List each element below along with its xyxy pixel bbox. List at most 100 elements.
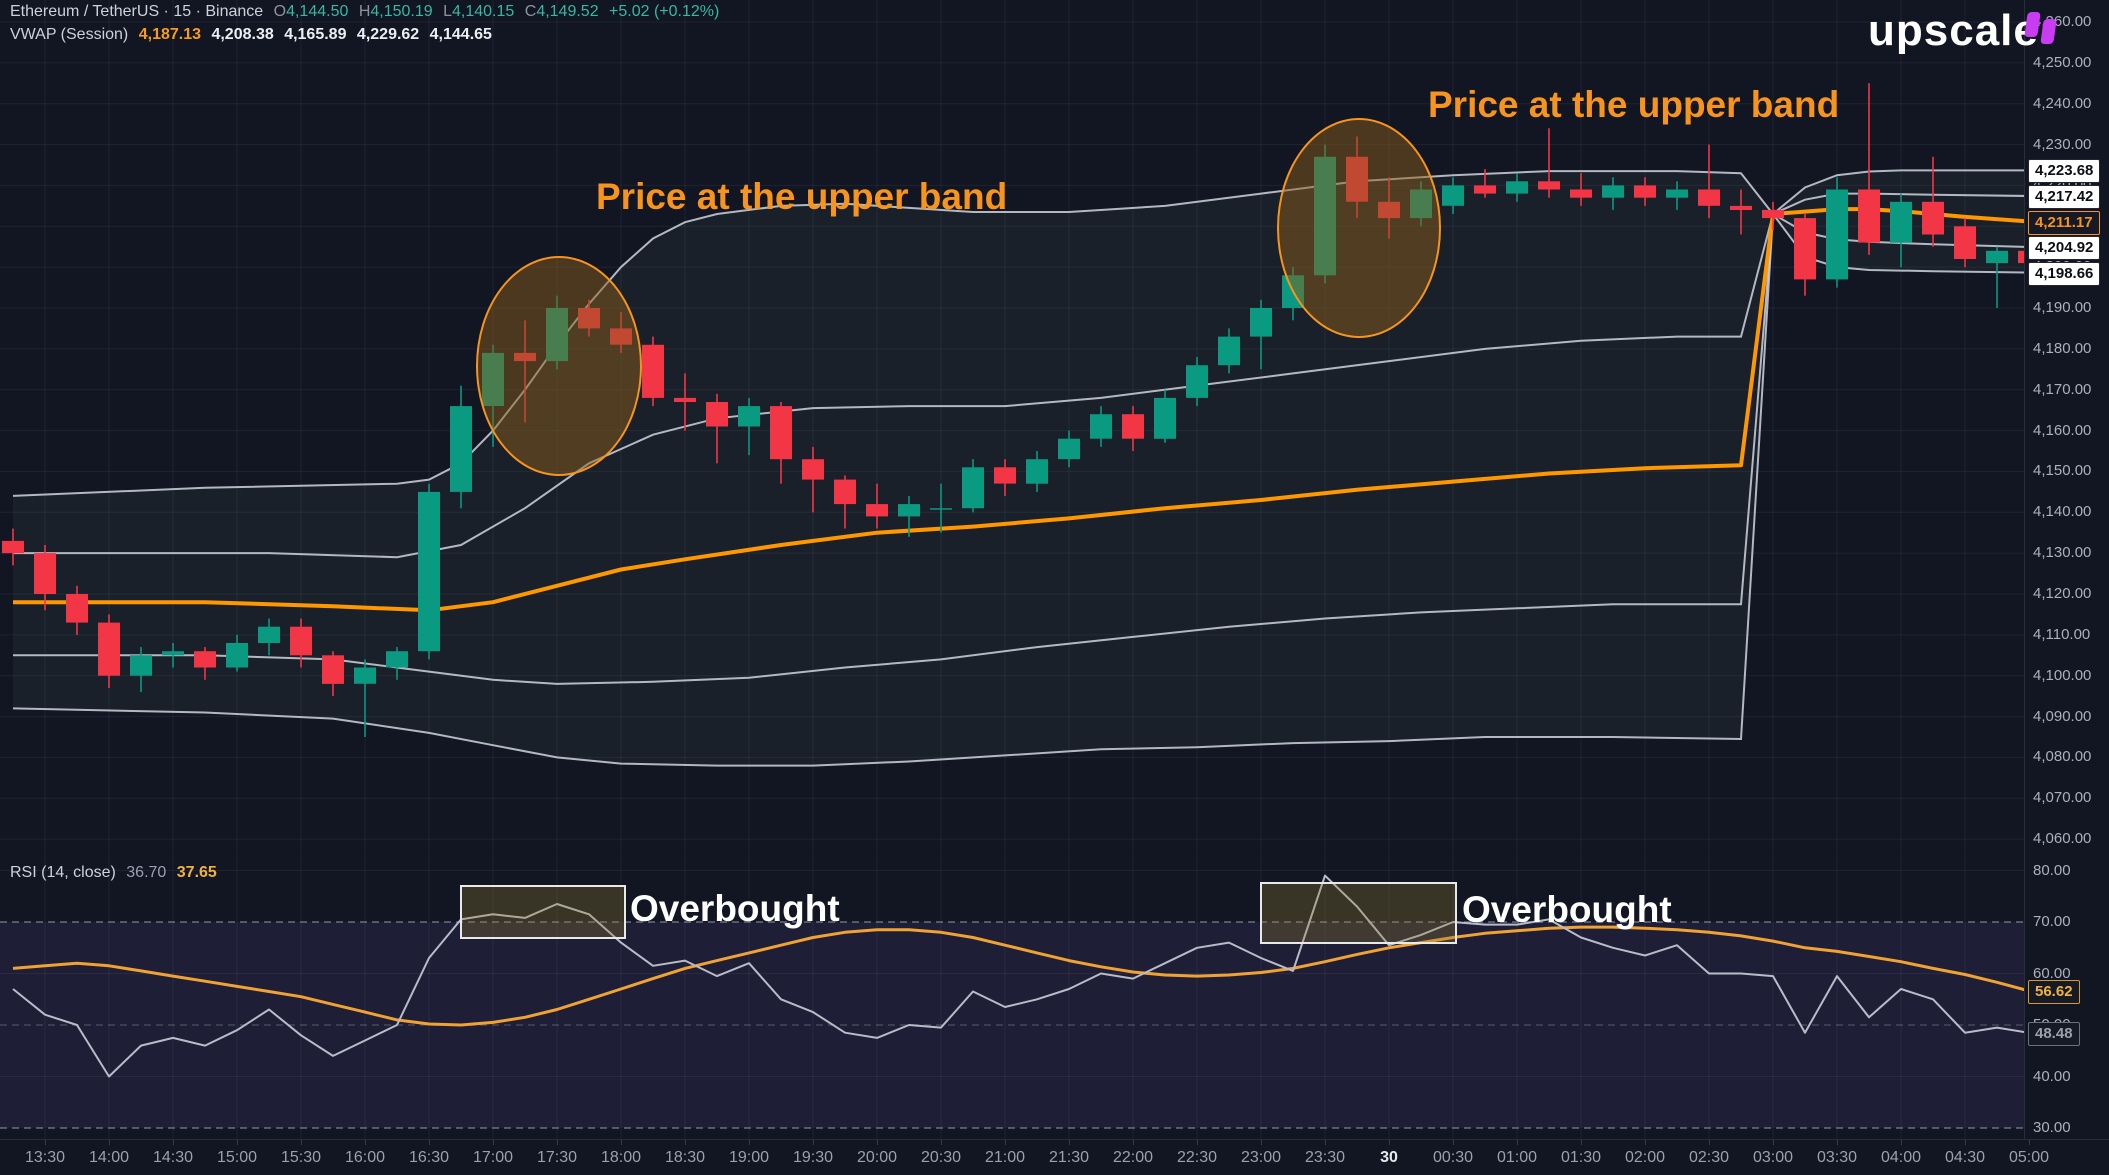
candle[interactable] bbox=[1634, 185, 1656, 198]
symbol-legend[interactable]: Ethereum / TetherUS · 15 · Binance O4,14… bbox=[10, 3, 725, 21]
rsi-axis-label: 30.00 bbox=[2033, 1119, 2071, 1136]
candle[interactable] bbox=[450, 406, 472, 492]
candle[interactable] bbox=[1058, 438, 1080, 460]
candle[interactable] bbox=[1602, 185, 1624, 198]
price-axis-label: 4,130.00 bbox=[2033, 544, 2092, 562]
candle[interactable] bbox=[1186, 365, 1208, 398]
overbought-highlight-box[interactable] bbox=[1260, 882, 1457, 944]
candle[interactable] bbox=[898, 504, 920, 517]
upper-band-highlight-circle[interactable] bbox=[476, 256, 642, 476]
open-label: O bbox=[273, 3, 287, 20]
candle[interactable] bbox=[1218, 336, 1240, 366]
candle[interactable] bbox=[258, 626, 280, 643]
candle[interactable] bbox=[1442, 185, 1464, 206]
upper-band-annotation-text[interactable]: Price at the upper band bbox=[596, 176, 1008, 217]
candle[interactable] bbox=[1122, 414, 1144, 439]
time-axis-label: 04:30 bbox=[1944, 1149, 1986, 1166]
candle[interactable] bbox=[386, 651, 408, 668]
candle[interactable] bbox=[2018, 250, 2024, 264]
close-label: C bbox=[524, 3, 537, 20]
candle[interactable] bbox=[34, 553, 56, 594]
overbought-annotation-text[interactable]: Overbought bbox=[1462, 889, 1672, 930]
candle[interactable] bbox=[1666, 189, 1688, 198]
time-tick bbox=[109, 1140, 110, 1145]
candle[interactable] bbox=[1090, 414, 1112, 439]
candle[interactable] bbox=[802, 459, 824, 480]
candle[interactable] bbox=[962, 467, 984, 509]
candle[interactable] bbox=[834, 479, 856, 505]
candle[interactable] bbox=[130, 655, 152, 676]
vwap-title: VWAP (Session) bbox=[10, 26, 129, 43]
time-tick bbox=[45, 1140, 46, 1145]
candle[interactable] bbox=[770, 406, 792, 460]
price-axis-label: 4,070.00 bbox=[2033, 789, 2092, 807]
candle[interactable] bbox=[322, 655, 344, 684]
price-axis[interactable]: 4,260.004,250.004,240.004,230.004,220.00… bbox=[2024, 0, 2109, 1139]
rsi-value: 36.70 bbox=[126, 864, 167, 881]
lower2-band-line bbox=[12, 213, 1774, 767]
candle[interactable] bbox=[1922, 201, 1944, 235]
time-axis-label: 16:00 bbox=[344, 1149, 386, 1166]
rsi-chart[interactable] bbox=[0, 853, 2024, 1139]
candle[interactable] bbox=[1794, 218, 1816, 280]
candle[interactable] bbox=[418, 491, 440, 652]
price-pane[interactable]: Price at the upper band Price at the uppe… bbox=[0, 0, 2024, 852]
lower1-band-line bbox=[13, 213, 1774, 685]
overbought-annotation-text[interactable]: Overbought bbox=[630, 888, 840, 929]
candle[interactable] bbox=[1762, 209, 1784, 219]
candle[interactable] bbox=[706, 402, 728, 427]
candle[interactable] bbox=[738, 406, 760, 427]
candle[interactable] bbox=[1026, 459, 1048, 484]
candle[interactable] bbox=[226, 643, 248, 668]
candle[interactable] bbox=[674, 397, 696, 402]
price-level-badge: 4,198.66 bbox=[2028, 261, 2101, 286]
candle[interactable] bbox=[866, 504, 888, 517]
candle[interactable] bbox=[1698, 189, 1720, 206]
time-axis-label: 03:00 bbox=[1752, 1149, 1794, 1166]
candle[interactable] bbox=[1954, 226, 1976, 259]
vwap-legend[interactable]: VWAP (Session) 4,187.13 4,208.38 4,165.8… bbox=[10, 26, 498, 44]
time-tick bbox=[1133, 1140, 1134, 1145]
upper-band-highlight-circle[interactable] bbox=[1277, 118, 1441, 338]
price-axis-label: 4,240.00 bbox=[2033, 94, 2092, 112]
candle[interactable] bbox=[290, 626, 312, 656]
candle[interactable] bbox=[354, 667, 376, 684]
rsi-level-badge: 48.48 bbox=[2028, 1021, 2080, 1046]
upper-band-annotation-text[interactable]: Price at the upper band bbox=[1428, 84, 1840, 125]
candle[interactable] bbox=[1154, 397, 1176, 439]
time-tick bbox=[1645, 1140, 1646, 1145]
candle[interactable] bbox=[66, 594, 88, 623]
candlestick-chart[interactable] bbox=[0, 0, 2024, 852]
candle[interactable] bbox=[1570, 189, 1592, 198]
time-axis-label: 18:30 bbox=[664, 1149, 706, 1166]
overbought-highlight-box[interactable] bbox=[460, 885, 626, 939]
rsi-pane[interactable]: Overbought Overbought bbox=[0, 853, 2024, 1139]
time-axis-label: 22:30 bbox=[1176, 1149, 1218, 1166]
candle[interactable] bbox=[1250, 308, 1272, 337]
time-axis[interactable]: 13:30 14:00 14:30 15:00 15:30 16:00 16:30 17:00… bbox=[0, 1139, 2109, 1175]
time-axis-label: 15:00 bbox=[216, 1149, 258, 1166]
low-label: L bbox=[443, 3, 453, 20]
symbol-title: Ethereum / TetherUS · 15 · Binance bbox=[10, 3, 264, 20]
candle[interactable] bbox=[1858, 189, 1880, 243]
candle[interactable] bbox=[1730, 205, 1752, 210]
time-tick bbox=[749, 1140, 750, 1145]
candle[interactable] bbox=[2, 540, 24, 554]
candle[interactable] bbox=[1986, 250, 2008, 264]
rsi-legend[interactable]: RSI (14, close) 36.70 37.65 bbox=[10, 864, 223, 882]
candle[interactable] bbox=[1474, 185, 1496, 194]
candle[interactable] bbox=[194, 651, 216, 668]
candle[interactable] bbox=[930, 508, 952, 510]
candle[interactable] bbox=[162, 651, 184, 656]
time-tick bbox=[1581, 1140, 1582, 1145]
candle[interactable] bbox=[994, 467, 1016, 484]
candle[interactable] bbox=[1890, 201, 1912, 243]
candle[interactable] bbox=[1826, 189, 1848, 280]
time-axis-label: 21:00 bbox=[984, 1149, 1026, 1166]
candle[interactable] bbox=[98, 622, 120, 676]
candle[interactable] bbox=[1538, 181, 1560, 190]
vwap-upper1-value: 4,208.38 bbox=[211, 26, 274, 43]
candle[interactable] bbox=[642, 344, 664, 398]
candle[interactable] bbox=[1506, 181, 1528, 194]
price-axis-label: 4,120.00 bbox=[2033, 584, 2092, 602]
